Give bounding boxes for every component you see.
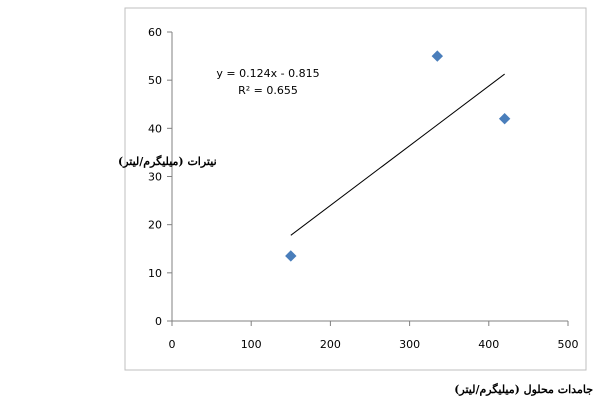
data-marks [285,50,511,262]
y-tick-label: 60 [148,26,162,39]
x-tick-label: 300 [399,338,420,351]
trendline [290,73,505,236]
x-tick-label: 500 [558,338,579,351]
x-tick-label: 200 [320,338,341,351]
y-tick-label: 50 [148,74,162,87]
y-tick-label: 20 [148,219,162,232]
data-point [431,50,444,62]
trendline-equation: y = 0.124x - 0.815 [216,67,319,80]
x-tick-label: 0 [169,338,176,351]
tick-labels: 0 10 20 30 40 50 60 0 100 200 300 400 500 [148,26,579,351]
x-axis-label: جامدات محلول (میلیگرم/لیتر) [454,382,593,396]
axes [167,31,569,326]
y-axis-label: نیترات (میلیگرم/لیتر) [118,154,217,168]
y-tick-label: 0 [155,315,162,328]
y-tick-label: 10 [148,267,162,280]
y-tick-label: 40 [148,122,162,135]
data-point [285,250,297,262]
y-tick-label: 30 [148,171,162,184]
trendline-r-squared: R² = 0.655 [238,84,298,97]
data-point [498,112,511,125]
chart-area [124,7,587,371]
x-tick-label: 100 [241,338,262,351]
x-tick-label: 400 [478,338,499,351]
